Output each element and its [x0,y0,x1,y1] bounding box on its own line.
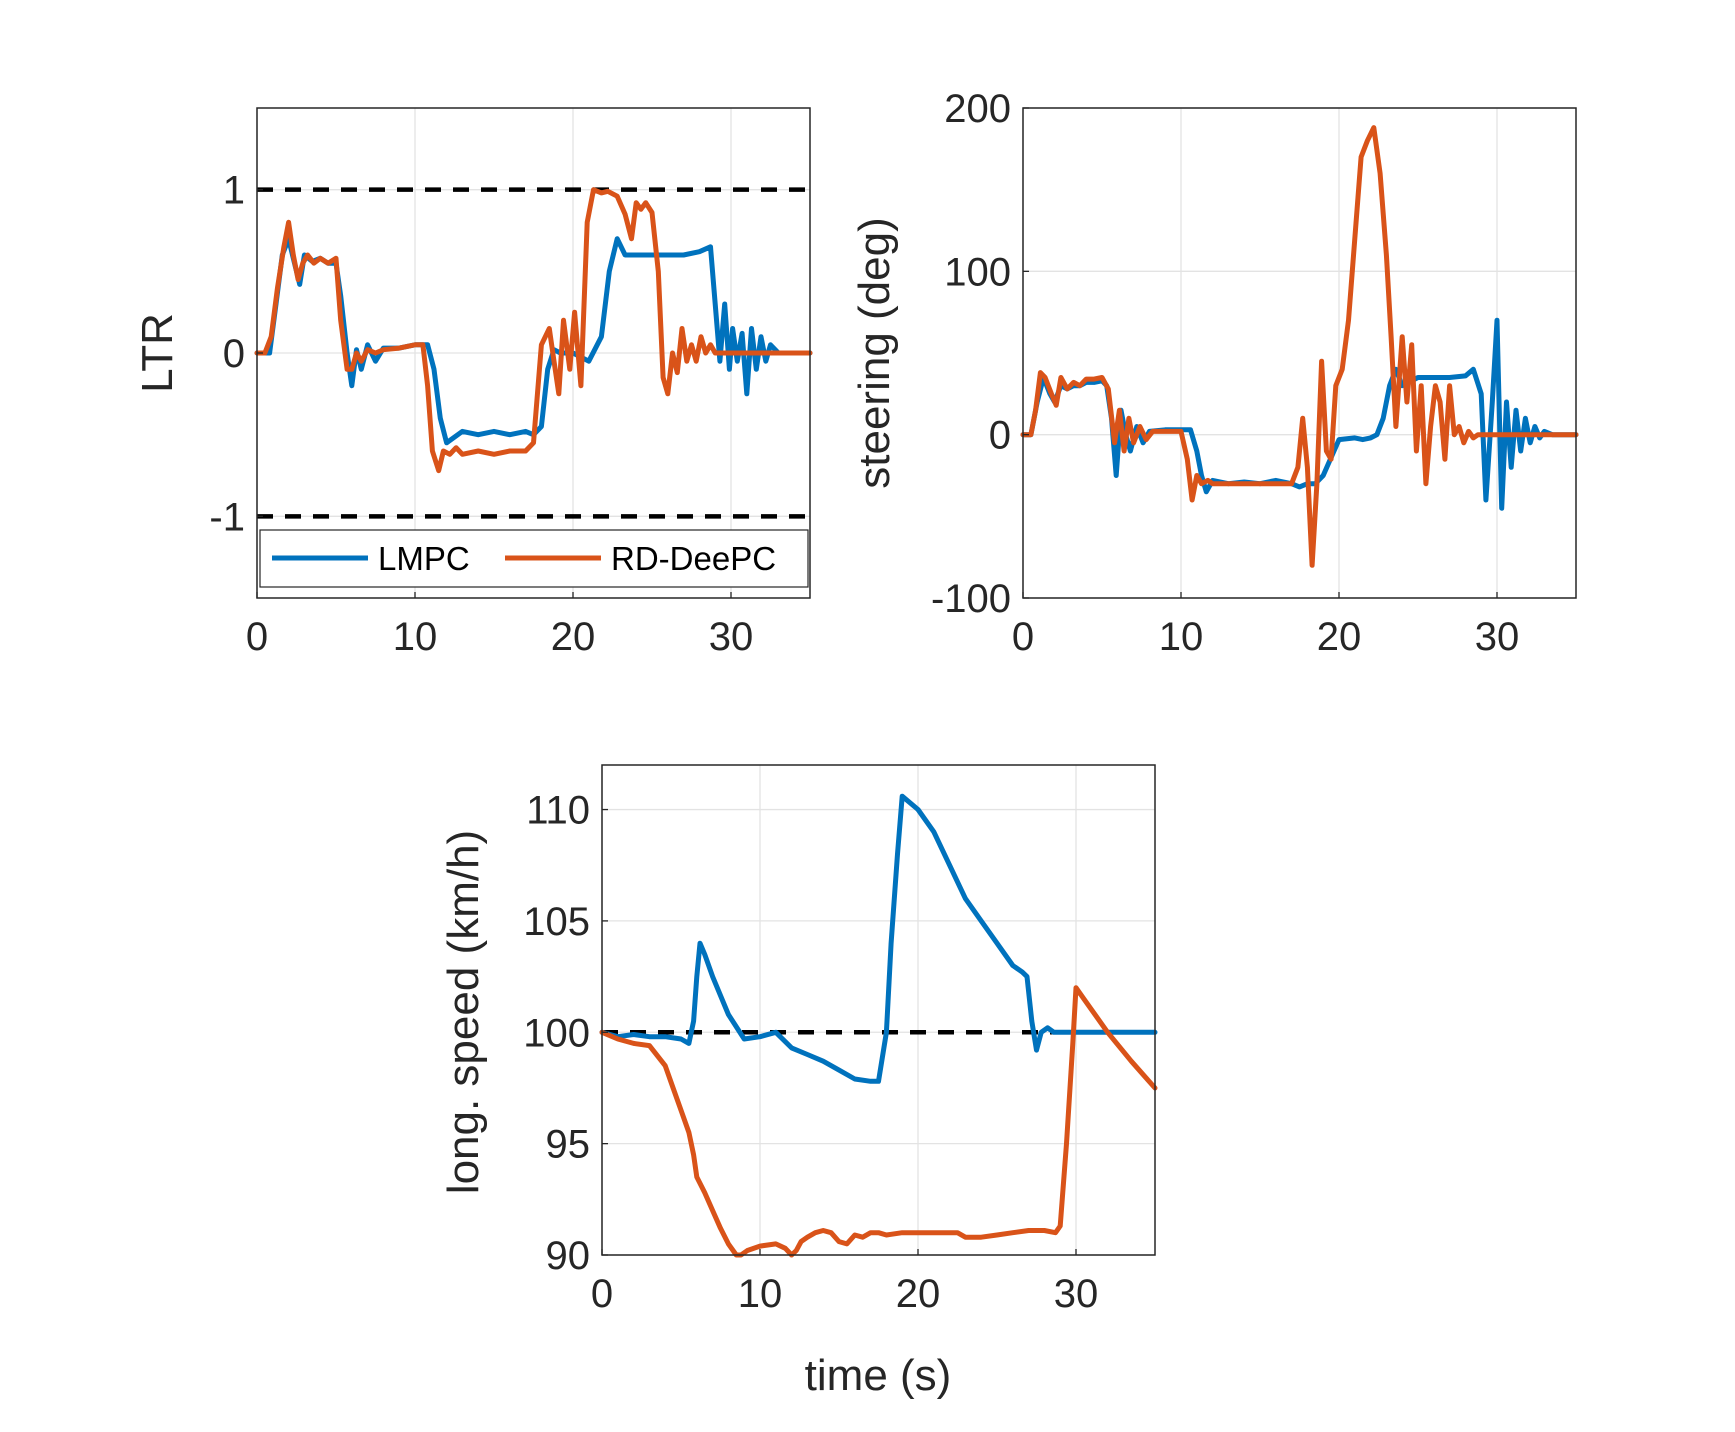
speed-series [599,793,1158,1258]
speed-x-axis-label: time (s) [805,1351,952,1400]
steering-x-tick-label: 0 [1012,615,1034,659]
ltr-y-axis-label: LTR [133,313,182,393]
ltr-y-tick-label: 1 [223,169,245,213]
steering-x-ticks: 0 10 20 30 [1012,592,1519,659]
steering-y-axis-label: steering (deg) [850,217,899,488]
steering-y-tick-label: 100 [944,250,1011,294]
speed-x-ticks: 0 10 20 30 [591,1249,1098,1316]
speed-y-tick-label: 100 [523,1011,590,1055]
speed-x-tick-label: 10 [738,1272,783,1316]
steering-series-rd-deepc [1020,125,1579,568]
steering-x-tick-label: 20 [1317,615,1362,659]
ltr-series-rd-deepc [254,187,813,474]
speed-x-tick-label: 20 [896,1272,941,1316]
speed-y-tick-label: 105 [523,900,590,944]
steering-y-tick-label: -100 [931,577,1011,621]
steering-y-tick-label: 0 [989,414,1011,458]
speed-y-tick-label: 110 [526,789,590,833]
steering-series [1020,125,1579,568]
speed-axes-box [601,764,1156,1256]
steering-y-tick-label: 200 [944,87,1011,131]
legend-lmpc-label: LMPC [378,540,470,577]
speed-series-rd-deepc [599,985,1158,1258]
speed-y-axis-label: long. speed (km/h) [439,830,488,1194]
ltr-x-tick-label: 20 [551,615,596,659]
legend: LMPC RD-DeePC [259,529,809,588]
ltr-y-ticks: -1 0 1 [209,169,263,539]
speed-series-lmpc [599,793,1158,1084]
speed-x-tick-label: 0 [591,1272,613,1316]
speed-y-tick-label: 90 [546,1234,591,1278]
legend-rddeepc-label: RD-DeePC [611,540,776,577]
speed-y-ticks: 90 95 100 105 110 [523,789,608,1278]
speed-panel: 0 10 20 30 90 95 100 105 110 long. speed (km/h)… [439,764,1158,1400]
steering-x-tick-label: 30 [1475,615,1520,659]
ltr-x-tick-label: 30 [709,615,754,659]
speed-y-tick-label: 95 [546,1123,591,1167]
ltr-panel: 0 10 20 30 -1 0 1 LTR LMPC RD-DeePC [133,107,813,659]
steering-series-lmpc [1020,317,1579,511]
ltr-x-ticks: 0 10 20 30 [246,592,753,659]
steering-y-ticks: -100 0 100 200 [931,87,1029,621]
steering-x-tick-label: 10 [1159,615,1204,659]
ltr-x-tick-label: 10 [393,615,438,659]
ltr-reference-lines [257,187,810,519]
ltr-series [254,187,813,474]
ltr-y-tick-label: 0 [223,332,245,376]
speed-x-tick-label: 30 [1054,1272,1099,1316]
ltr-x-tick-label: 0 [246,615,268,659]
ltr-y-tick-label: -1 [209,495,245,539]
steering-axes-box [1022,107,1577,599]
